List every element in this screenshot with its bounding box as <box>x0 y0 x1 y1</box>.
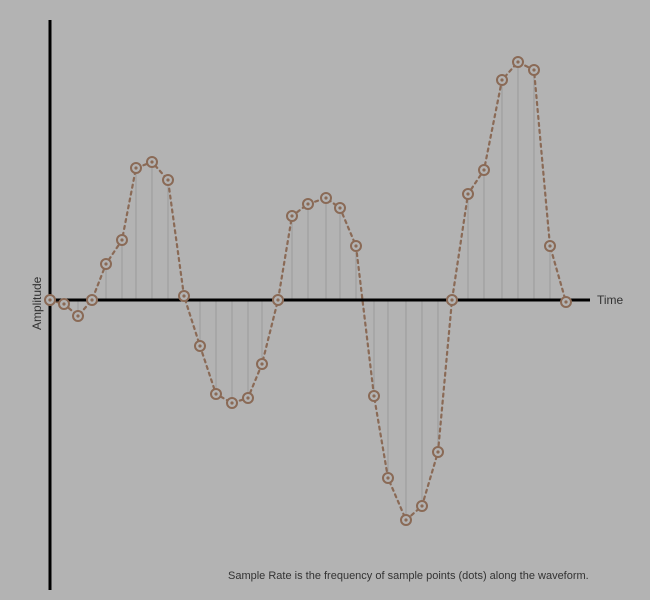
x-axis-label: Time <box>597 293 623 307</box>
waveform-chart <box>0 0 650 600</box>
chart-caption: Sample Rate is the frequency of sample p… <box>228 570 589 582</box>
y-axis-label: Amplitude <box>30 277 44 330</box>
chart-container: Amplitude Time Sample Rate is the freque… <box>0 0 650 600</box>
